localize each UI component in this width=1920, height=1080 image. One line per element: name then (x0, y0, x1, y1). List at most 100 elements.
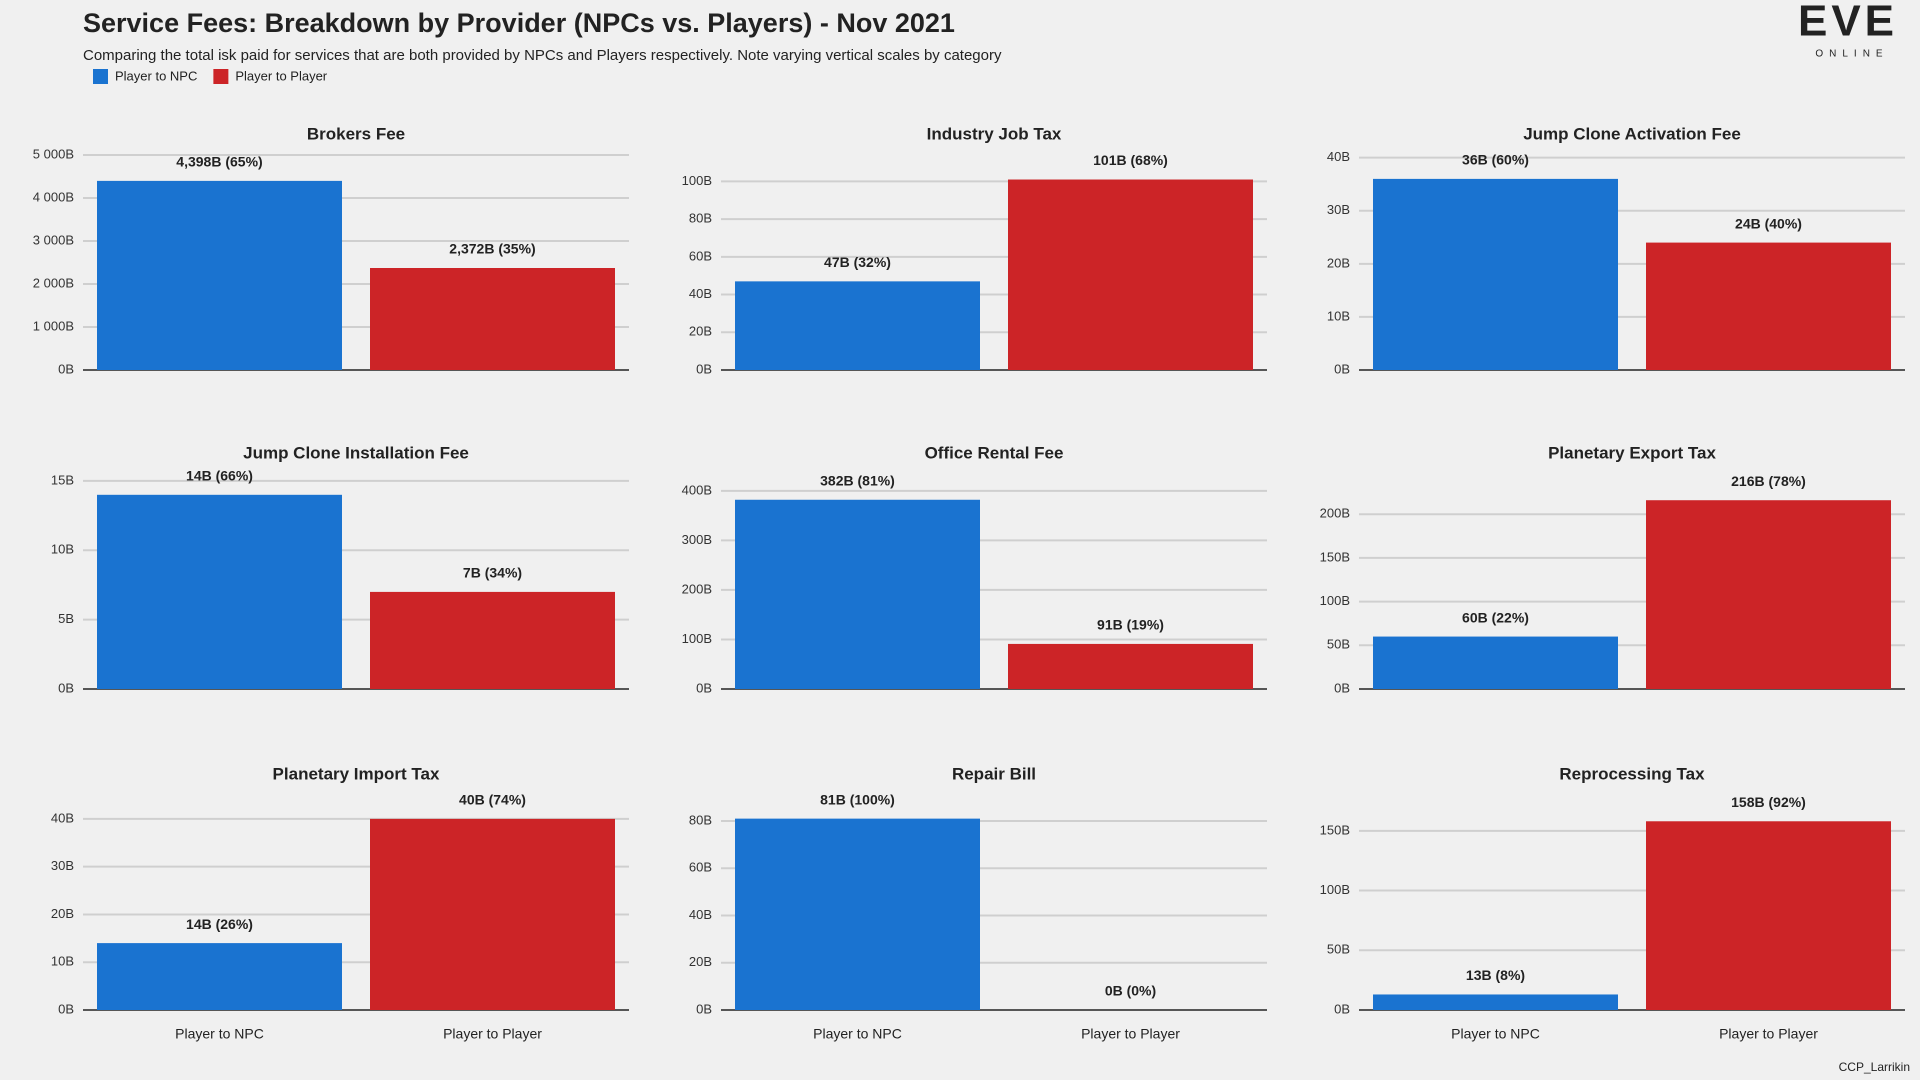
legend-swatch (213, 69, 229, 84)
x-tick-label: Player to Player (1719, 1026, 1818, 1042)
panel-title: Brokers Fee (307, 124, 405, 143)
y-tick-label: 4 000B (33, 189, 74, 204)
value-label: 47B (32%) (824, 254, 891, 270)
y-tick-label: 60B (689, 248, 712, 263)
bar (1373, 178, 1618, 370)
y-tick-label: 80B (689, 211, 712, 226)
bar (1373, 636, 1618, 689)
y-tick-label: 60B (689, 860, 712, 875)
panel-title: Jump Clone Activation Fee (1523, 124, 1741, 143)
value-label: 24B (40%) (1735, 215, 1802, 231)
legend-label: Player to NPC (115, 68, 197, 83)
y-tick-label: 20B (689, 324, 712, 339)
y-tick-label: 0B (1334, 680, 1350, 695)
bar (370, 268, 615, 370)
value-label: 60B (22%) (1462, 609, 1529, 625)
value-label: 7B (34%) (463, 565, 522, 581)
value-label: 81B (100%) (820, 791, 895, 807)
value-label: 216B (78%) (1731, 473, 1806, 489)
y-tick-label: 5 000B (33, 146, 74, 161)
panel-title: Office Rental Fee (925, 443, 1064, 462)
y-tick-label: 30B (1327, 202, 1350, 217)
value-label: 2,372B (35%) (449, 241, 535, 257)
y-tick-label: 0B (1334, 361, 1350, 376)
value-label: 101B (68%) (1093, 152, 1168, 168)
y-tick-label: 15B (51, 472, 74, 487)
y-tick-label: 300B (682, 532, 712, 547)
bar (1373, 994, 1618, 1010)
x-tick-label: Player to NPC (175, 1026, 264, 1042)
value-label: 91B (19%) (1097, 617, 1164, 633)
y-tick-label: 50B (1327, 637, 1350, 652)
y-tick-label: 0B (58, 680, 74, 695)
y-tick-label: 0B (58, 361, 74, 376)
x-tick-label: Player to NPC (1451, 1026, 1540, 1042)
y-tick-label: 400B (682, 482, 712, 497)
value-label: 14B (66%) (186, 468, 253, 484)
value-label: 158B (92%) (1731, 794, 1806, 810)
bar (370, 591, 615, 689)
y-tick-label: 80B (689, 812, 712, 827)
panel-title: Planetary Import Tax (273, 764, 440, 783)
panel-title: Reprocessing Tax (1559, 764, 1705, 783)
y-tick-label: 40B (1327, 149, 1350, 164)
logo: EVE (1798, 0, 1898, 46)
y-tick-label: 100B (682, 631, 712, 646)
value-label: 4,398B (65%) (176, 154, 262, 170)
y-tick-label: 1 000B (33, 318, 74, 333)
value-label: 36B (60%) (1462, 152, 1529, 168)
y-tick-label: 10B (51, 542, 74, 557)
y-tick-label: 40B (689, 907, 712, 922)
y-tick-label: 100B (682, 173, 712, 188)
y-tick-label: 200B (1320, 506, 1350, 521)
logo-tagline: ONLINE (1815, 49, 1888, 60)
y-tick-label: 20B (1327, 255, 1350, 270)
value-label: 14B (26%) (186, 916, 253, 932)
x-tick-label: Player to NPC (813, 1026, 902, 1042)
credit: CCP_Larrikin (1839, 1060, 1910, 1074)
bar (1646, 821, 1891, 1010)
y-tick-label: 0B (58, 1001, 74, 1016)
panel-title: Planetary Export Tax (1548, 443, 1716, 462)
panel-title: Jump Clone Installation Fee (243, 443, 469, 462)
y-tick-label: 2 000B (33, 275, 74, 290)
value-label: 0B (0%) (1105, 983, 1156, 999)
bar (97, 180, 342, 370)
bar (735, 281, 980, 370)
y-tick-label: 20B (689, 954, 712, 969)
y-tick-label: 3 000B (33, 232, 74, 247)
bar (735, 499, 980, 689)
bar (1008, 179, 1253, 370)
y-tick-label: 150B (1320, 549, 1350, 564)
y-tick-label: 30B (51, 858, 74, 873)
bar (1646, 242, 1891, 370)
bar (1646, 500, 1891, 689)
bar (97, 494, 342, 689)
x-tick-label: Player to Player (1081, 1026, 1180, 1042)
value-label: 40B (74%) (459, 792, 526, 808)
y-tick-label: 0B (1334, 1001, 1350, 1016)
legend-label: Player to Player (235, 68, 327, 83)
y-tick-label: 100B (1320, 593, 1350, 608)
legend-swatch (93, 69, 108, 84)
y-tick-label: 0B (696, 361, 712, 376)
y-tick-label: 10B (1327, 308, 1350, 323)
y-tick-label: 100B (1320, 882, 1350, 897)
value-label: 13B (8%) (1466, 967, 1525, 983)
panel-title: Industry Job Tax (927, 124, 1062, 143)
y-tick-label: 5B (58, 611, 74, 626)
bar (1008, 643, 1253, 689)
bar (97, 943, 342, 1010)
y-tick-label: 150B (1320, 822, 1350, 837)
y-tick-label: 0B (696, 1001, 712, 1016)
y-tick-label: 50B (1327, 942, 1350, 957)
page-title: Service Fees: Breakdown by Provider (NPC… (83, 8, 955, 38)
value-label: 382B (81%) (820, 472, 895, 488)
y-tick-label: 40B (51, 810, 74, 825)
y-tick-label: 10B (51, 954, 74, 969)
page-subtitle: Comparing the total isk paid for service… (83, 47, 1002, 64)
y-tick-label: 40B (689, 286, 712, 301)
panel-title: Repair Bill (952, 764, 1036, 783)
y-tick-label: 0B (696, 680, 712, 695)
